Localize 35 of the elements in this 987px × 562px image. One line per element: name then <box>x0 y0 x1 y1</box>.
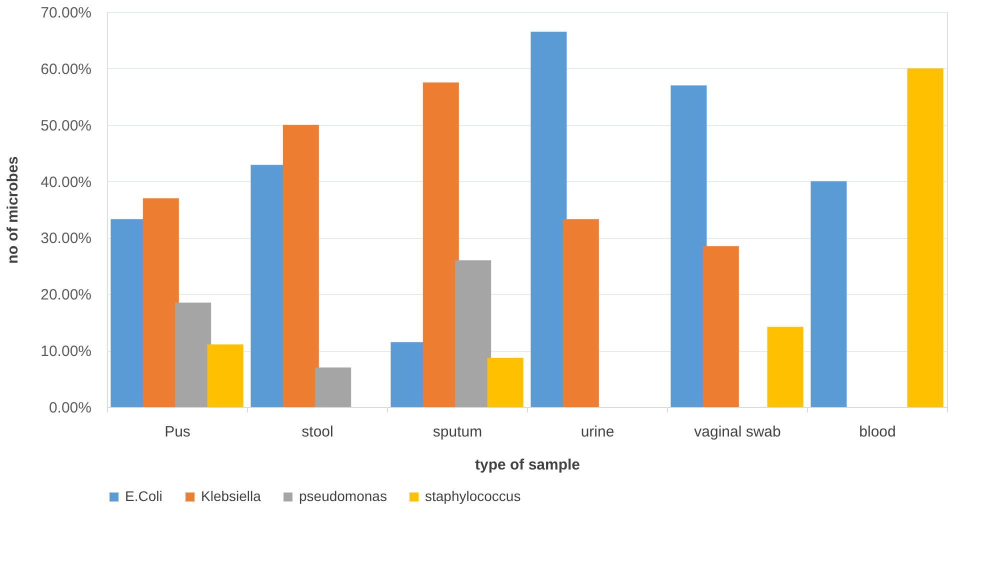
legend-label: staphylococcus <box>425 488 521 504</box>
y-tick-label: 50.00% <box>40 117 92 134</box>
y-tick-label: 60.00% <box>40 60 92 78</box>
bar <box>315 368 352 407</box>
bar <box>142 198 179 407</box>
x-axis-title: type of sample <box>474 456 580 474</box>
legend-label: Klebsiella <box>201 488 262 504</box>
bar <box>487 358 524 407</box>
y-tick-label: 0.00% <box>48 400 92 416</box>
bar <box>907 68 944 407</box>
y-tick-label: 30.00% <box>40 230 92 248</box>
bar <box>530 32 567 407</box>
x-tick-label: Pus <box>164 424 190 440</box>
bar <box>175 302 212 407</box>
x-tick-label: stool <box>302 424 334 440</box>
bar <box>207 344 244 407</box>
bar <box>282 124 319 407</box>
bar <box>810 181 847 407</box>
legend-label: pseudomonas <box>299 488 387 504</box>
legend-label: E.Coli <box>125 488 162 504</box>
x-tick-label: blood <box>859 424 896 440</box>
x-tick-label: sputum <box>432 424 482 440</box>
bar <box>455 260 492 407</box>
bar <box>702 246 739 407</box>
bar <box>767 326 804 407</box>
bar <box>422 82 459 407</box>
y-tick-label: 40.00% <box>40 174 92 191</box>
x-tick-label: vaginal swab <box>694 424 781 440</box>
x-tick-label: urine <box>580 424 614 440</box>
y-tick-label: 10.00% <box>40 343 92 360</box>
y-axis-title: no of microbes <box>4 156 22 264</box>
bar <box>562 219 599 407</box>
y-tick-label: 70.00% <box>40 4 92 22</box>
bar <box>670 85 707 407</box>
y-tick-label: 20.00% <box>40 286 92 304</box>
